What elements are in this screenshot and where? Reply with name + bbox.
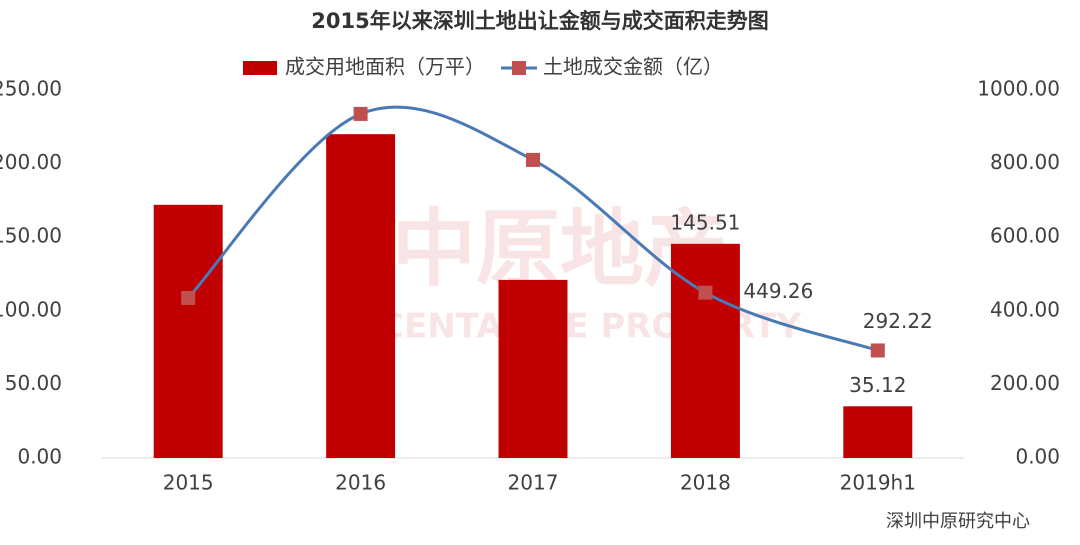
y-tick-label: 200.00	[0, 150, 62, 174]
data-label: 449.26	[743, 279, 813, 303]
y2-tick-label: 400.00	[990, 297, 1060, 321]
y2-tick-label: 1000.00	[977, 77, 1060, 101]
source: 深圳中原研究中心	[886, 511, 1030, 532]
x-tick-label: 2017	[508, 471, 559, 495]
y2-tick-label: 600.00	[990, 224, 1060, 248]
y-tick-label: 100.00	[0, 297, 62, 321]
y2-tick-label: 800.00	[990, 150, 1060, 174]
y2-tick-label: 200.00	[990, 371, 1060, 395]
y-tick-label: 50.00	[5, 371, 62, 395]
x-tick-label: 2019h1	[840, 471, 916, 495]
marker	[870, 343, 885, 358]
chart-title: 2015年以来深圳土地出让金额与成交面积走势图	[311, 9, 768, 33]
data-label: 145.51	[670, 210, 740, 234]
data-label: 35.12	[849, 373, 906, 397]
marker	[526, 152, 540, 167]
y-tick-label: 250.00	[0, 77, 62, 101]
marker	[698, 285, 713, 300]
bar	[153, 204, 223, 458]
bar	[326, 134, 396, 458]
y-tick-label: 0.00	[17, 445, 62, 469]
x-tick-label: 2016	[335, 471, 386, 495]
marker	[181, 290, 196, 305]
x-tick-label: 2015	[163, 471, 214, 495]
data-label: 292.22	[863, 309, 933, 333]
bar	[843, 406, 913, 458]
legend-label: 土地成交金额（亿）	[543, 55, 723, 79]
x-tick-label: 2018	[680, 471, 731, 495]
y2-tick-label: 0.00	[1015, 445, 1060, 469]
y-tick-label: 150.00	[0, 224, 62, 248]
legend-swatch	[243, 61, 277, 75]
marker	[353, 106, 368, 121]
legend-marker	[512, 61, 526, 75]
legend-label: 成交用地面积（万平）	[285, 55, 485, 79]
bar	[498, 279, 568, 458]
